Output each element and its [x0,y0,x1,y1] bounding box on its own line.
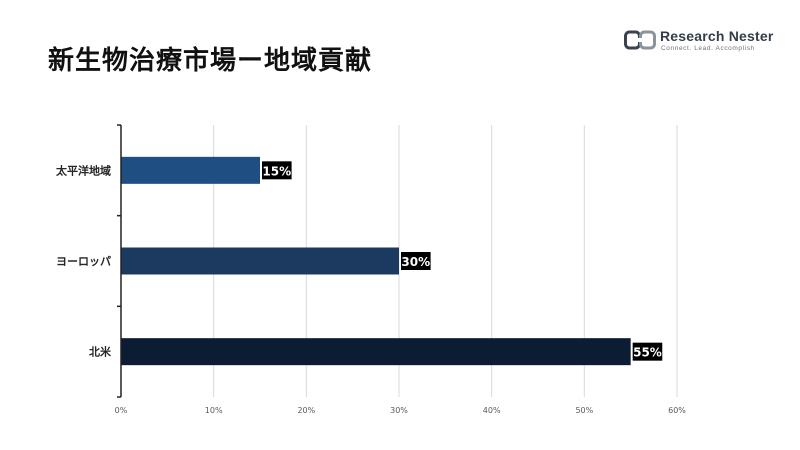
logo-tagline: Connect. Lead. Accomplish [661,45,755,52]
data-label: 30% [401,255,430,269]
x-tick-label: 50% [575,406,593,415]
x-tick-label: 30% [390,406,408,415]
logo-name: Research Nester [660,28,774,44]
bar [121,338,631,366]
logo-mark-icon [624,30,656,50]
data-label: 55% [633,346,662,360]
x-tick-label: 20% [297,406,315,415]
data-label-box [401,252,431,270]
x-tick-label: 0% [115,406,128,415]
bar [121,247,399,275]
category-label: ヨーロッパ [56,255,111,268]
axis-layer [117,124,122,398]
category-label: 北米 [89,345,112,359]
bar-layer [121,156,631,366]
category-label: 太平洋地域 [55,163,111,177]
data-label-box [632,342,663,361]
data-label-box [262,161,292,180]
x-tick-label: 60% [668,406,686,415]
label-layer: 0% 10% 20% 30% 40% 50% 60% 太平洋地域 15% ヨーロッパ 30% 北米 55… [55,161,686,415]
bar [121,156,260,184]
x-tick-label: 10% [205,406,223,415]
brand-logo: Research Nester Connect. Lead. Accomplis… [624,28,774,54]
chart-title: 新生物治療市場ー地域貢献 [48,46,373,76]
data-label: 15% [262,164,291,178]
x-tick-label: 40% [483,406,501,415]
